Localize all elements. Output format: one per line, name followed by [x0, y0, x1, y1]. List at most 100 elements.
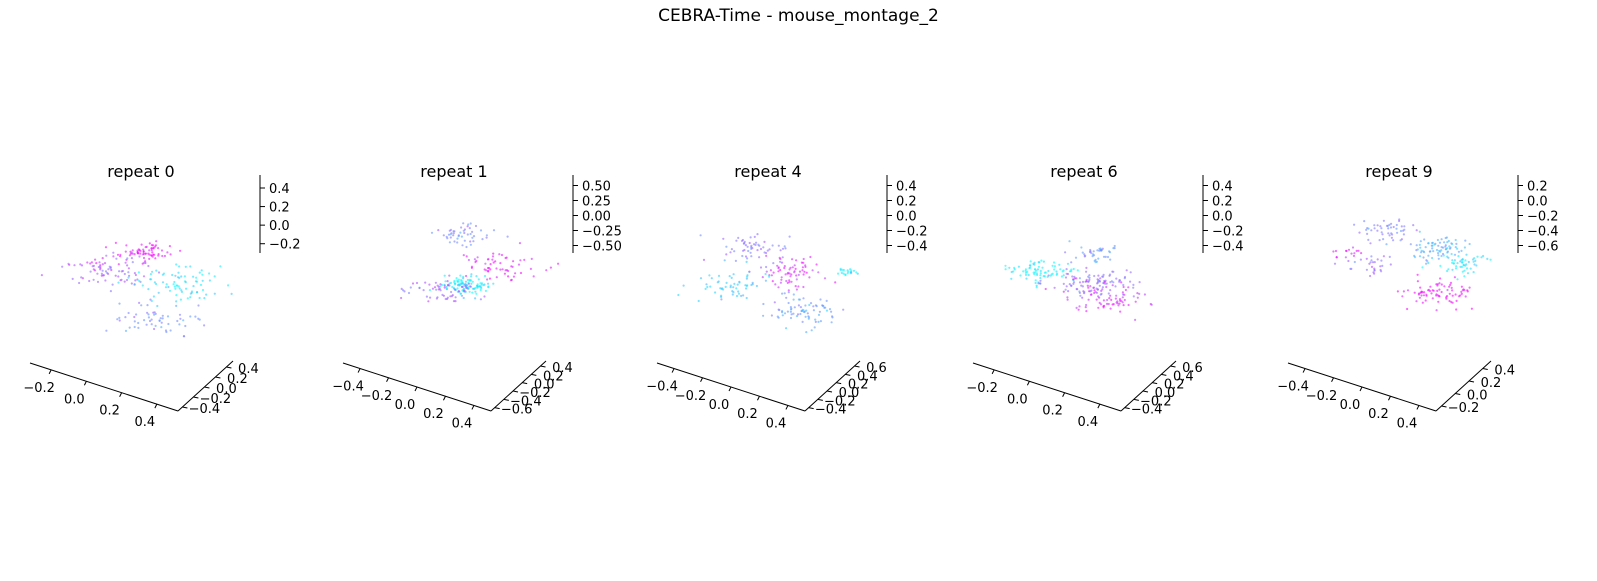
scatter-point [484, 289, 487, 292]
scatter-point [94, 258, 97, 261]
scatter-point [135, 313, 138, 316]
scatter-point [477, 278, 480, 281]
x-tick [83, 381, 87, 386]
scatter-point [142, 256, 146, 260]
scatter-point [790, 273, 793, 276]
scatter-point [172, 283, 175, 286]
y-tick-label: 0.6 [866, 361, 887, 376]
scatter-point [154, 312, 157, 315]
x-tick-label: 0.2 [737, 407, 758, 422]
scatter-point [144, 260, 147, 263]
scatter-point [785, 296, 788, 299]
scatter-point [807, 315, 810, 318]
scatter-point [704, 287, 707, 290]
x-tick-label: 0.0 [709, 398, 730, 413]
scatter-point [1463, 269, 1466, 272]
scatter-point [1463, 246, 1466, 249]
scatter-point [1451, 289, 1454, 292]
scatter-point [807, 317, 810, 320]
scatter-point [428, 283, 431, 286]
scatter-point [1070, 261, 1073, 264]
scatter-point [1117, 304, 1120, 307]
scatter-point [164, 329, 168, 332]
scatter-point [429, 296, 432, 299]
scatter-point [467, 282, 470, 285]
scatter-point [148, 257, 151, 260]
scatter-point [1376, 224, 1379, 227]
scatter-point [509, 279, 513, 282]
scatter-point [492, 229, 496, 232]
scatter-point [779, 281, 783, 284]
scatter-point [182, 335, 185, 338]
scatter-point [147, 264, 150, 268]
scatter-point [1088, 274, 1091, 277]
scatter-point [1445, 296, 1448, 299]
y-tick [226, 366, 232, 369]
scatter-point [1027, 273, 1030, 277]
scatter-point [729, 284, 732, 287]
scatter-point [802, 257, 805, 261]
scatter-point [469, 222, 472, 225]
scatter-point [746, 257, 749, 260]
scatter-point [199, 283, 203, 286]
scatter-point [1111, 303, 1114, 306]
scatter-point [486, 258, 490, 261]
scatter-point [1096, 249, 1099, 252]
x-tick [1331, 377, 1334, 382]
scatter-point [1392, 239, 1395, 242]
x-tick-label: 0.4 [1078, 415, 1099, 430]
x-axis-line [29, 362, 179, 412]
scatter-point [142, 252, 145, 255]
scatter-point [179, 298, 182, 301]
scatter-point [1127, 286, 1130, 289]
scatter-point [120, 270, 123, 273]
scatter-point [731, 290, 734, 293]
scatter-point [1345, 249, 1348, 253]
scatter-point [1035, 272, 1038, 275]
scatter-point [771, 280, 774, 283]
scatter-point [733, 250, 736, 253]
scatter-point [1395, 227, 1398, 230]
scatter-point [735, 239, 738, 242]
scatter-point [78, 281, 81, 285]
scatter-point [830, 321, 833, 324]
y-tick-label: 0.4 [1494, 364, 1515, 379]
scatter-point [735, 287, 738, 290]
scatter-point [115, 257, 118, 260]
scatter-point [407, 291, 411, 295]
scatter-point [133, 325, 136, 329]
scatter-point [1476, 255, 1479, 258]
scatter-point [167, 285, 170, 289]
scatter-point [90, 261, 93, 264]
scatter-point [93, 269, 97, 272]
scatter-point [758, 256, 761, 259]
scatter-point [1335, 256, 1338, 259]
scatter-point [448, 229, 451, 232]
scatter-point [491, 258, 494, 261]
scatter-point [198, 296, 201, 300]
scatter-point [104, 246, 108, 249]
scatter-point [178, 287, 181, 290]
scatter-point [1450, 252, 1453, 256]
scatter-point [1425, 293, 1428, 296]
scatter-point [1039, 279, 1042, 282]
scatter-point [1419, 246, 1422, 249]
scatter-point [507, 269, 510, 273]
scatter-point [849, 271, 853, 274]
scatter-point [1053, 286, 1056, 289]
scatter-point [1390, 236, 1393, 239]
scatter-point [812, 305, 815, 308]
scatter-point [745, 260, 748, 263]
scatter-point [1068, 240, 1071, 243]
scatter-point [114, 241, 117, 244]
y-tick [1152, 382, 1158, 385]
scatter-point [842, 272, 845, 275]
scatter-point [1365, 268, 1368, 271]
scatter-point [457, 290, 460, 293]
scatter-point [1373, 227, 1376, 230]
scatter-point [161, 317, 164, 320]
scatter-point [471, 280, 474, 283]
y-tick-label: −0.4 [189, 402, 221, 417]
scatter-point [203, 297, 206, 300]
